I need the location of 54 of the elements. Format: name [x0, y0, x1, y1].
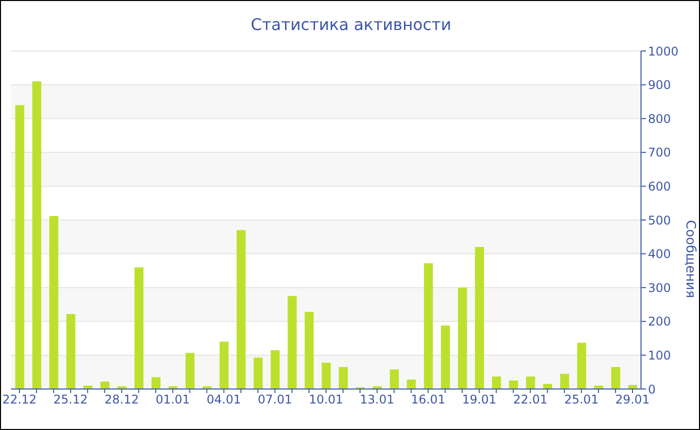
x-tick-label: 10.01	[308, 392, 344, 407]
bar	[338, 367, 348, 389]
x-tick-label: 16.01	[410, 392, 446, 407]
bar	[288, 296, 297, 389]
y-axis-title: Сообщения	[682, 220, 698, 298]
x-tick-label: 19.01	[462, 392, 496, 407]
bar	[66, 314, 76, 389]
bar	[270, 350, 280, 389]
bar	[577, 342, 586, 389]
y-tick-label: 300	[648, 280, 671, 295]
x-tick-label: 01.01	[156, 392, 190, 407]
x-tick-label: 22.12	[2, 392, 37, 407]
x-tick-label: 04.01	[206, 392, 242, 407]
y-tick-label: 1000	[648, 44, 679, 58]
bar	[406, 380, 416, 389]
x-tick-label: 28.12	[104, 392, 139, 407]
y-tick-label: 400	[648, 247, 671, 262]
x-tick-label: 13.01	[360, 392, 394, 407]
y-tick-label: 700	[648, 146, 671, 160]
bar	[322, 362, 331, 389]
bar	[474, 247, 484, 389]
x-tick-label: 25.12	[53, 392, 88, 407]
y-tick-label: 200	[648, 314, 671, 329]
y-tick-label: 500	[648, 213, 671, 228]
bar	[49, 216, 58, 389]
bar	[32, 81, 42, 389]
bar	[509, 380, 518, 389]
x-tick-label: 22.01	[513, 392, 548, 407]
y-tick-label: 0	[648, 382, 656, 396]
x-tick-label: 25.01	[564, 392, 599, 407]
bar	[220, 342, 229, 389]
bar	[424, 263, 433, 389]
x-tick-label: 29.01	[615, 392, 650, 407]
bar	[134, 267, 144, 389]
bar	[492, 376, 502, 389]
y-tick-label: 600	[648, 179, 671, 194]
bar	[100, 382, 110, 389]
bar	[254, 358, 263, 389]
bar	[236, 230, 246, 389]
x-tick-label: 07.01	[258, 392, 292, 407]
y-tick-label: 900	[648, 78, 671, 92]
bar	[560, 374, 570, 389]
y-tick-label: 100	[648, 348, 671, 362]
bar	[151, 377, 160, 389]
y-tick-label: 800	[648, 112, 671, 126]
bar	[304, 312, 314, 389]
bar	[458, 288, 467, 389]
bar	[186, 352, 195, 389]
chart-title: Статистика активности	[250, 15, 452, 34]
bar	[440, 325, 450, 389]
bar	[611, 367, 620, 389]
bar	[390, 369, 399, 389]
bar	[526, 376, 536, 389]
bar	[15, 105, 24, 389]
